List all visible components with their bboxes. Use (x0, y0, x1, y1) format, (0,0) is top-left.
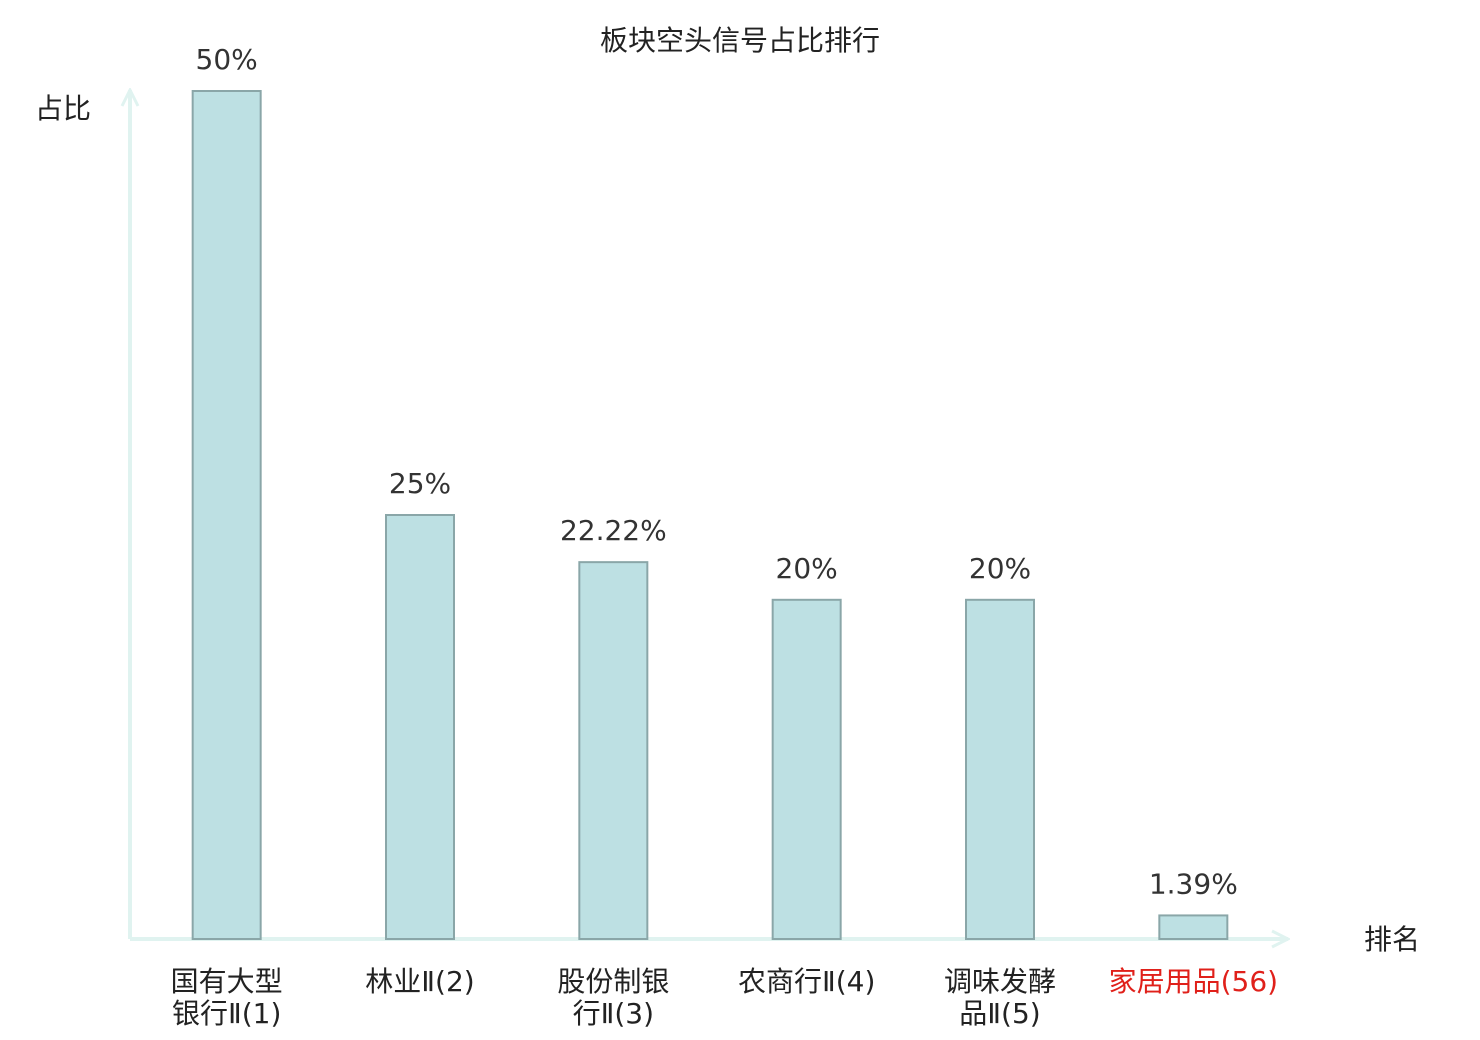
chart-title: 板块空头信号占比排行 (600, 24, 880, 57)
x-tick-label: 家居用品(56) (1109, 965, 1278, 998)
value-label: 1.39% (1149, 867, 1238, 900)
value-label: 20% (969, 552, 1031, 585)
x-tick-label: 林业Ⅱ(2) (365, 965, 474, 998)
y-axis-label: 占比 (35, 92, 91, 125)
value-label: 25% (389, 467, 451, 500)
x-tick-label: 行Ⅱ(3) (573, 997, 654, 1030)
x-tick-label: 调味发酵 (944, 965, 1056, 998)
x-tick-label: 股份制银 (557, 965, 669, 998)
value-label: 20% (776, 552, 838, 585)
x-tick-label: 品Ⅱ(5) (959, 997, 1040, 1030)
x-axis-label: 排名 (1364, 923, 1420, 956)
bar (771, 598, 842, 940)
x-tick-label: 农商行Ⅱ(4) (738, 965, 875, 998)
bar (1158, 914, 1229, 940)
value-label: 50% (196, 43, 258, 76)
bar (191, 90, 262, 940)
bar (578, 561, 649, 940)
x-tick-label: 银行Ⅱ(1) (172, 997, 281, 1030)
value-label: 22.22% (560, 514, 667, 547)
bar (965, 598, 1035, 940)
bar (385, 514, 455, 940)
x-tick-label: 国有大型 (171, 965, 283, 998)
